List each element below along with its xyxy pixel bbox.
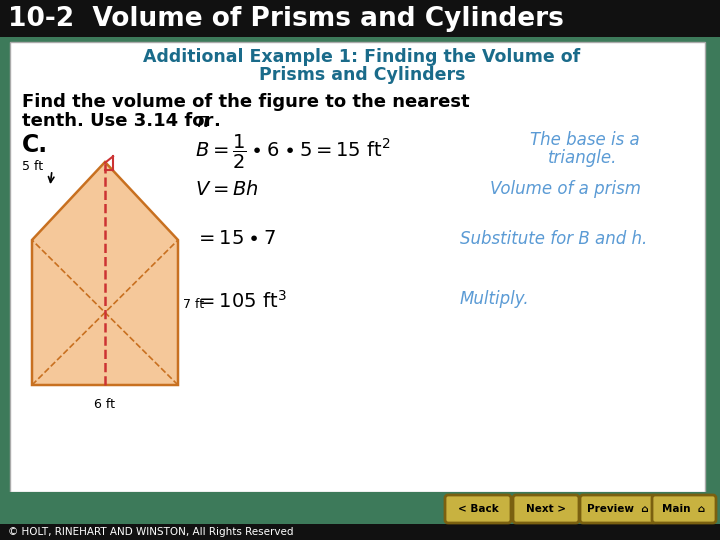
- Text: tenth. Use 3.14 for: tenth. Use 3.14 for: [22, 112, 220, 130]
- FancyBboxPatch shape: [652, 495, 716, 523]
- Text: Volume of a prism: Volume of a prism: [490, 180, 641, 198]
- Text: C.: C.: [22, 133, 48, 157]
- Text: < Back: < Back: [458, 504, 498, 514]
- Text: Preview  ⌂: Preview ⌂: [588, 504, 649, 514]
- Text: 7 ft: 7 ft: [183, 299, 204, 312]
- Text: 10-2  Volume of Prisms and Cylinders: 10-2 Volume of Prisms and Cylinders: [8, 6, 564, 32]
- Text: 5 ft: 5 ft: [22, 159, 43, 172]
- Text: triangle.: triangle.: [548, 149, 617, 167]
- Text: Multiply.: Multiply.: [460, 290, 530, 308]
- FancyBboxPatch shape: [0, 524, 720, 540]
- Text: © HOLT, RINEHART AND WINSTON, All Rights Reserved: © HOLT, RINEHART AND WINSTON, All Rights…: [8, 527, 294, 537]
- Text: $V = Bh$: $V = Bh$: [195, 180, 258, 199]
- Text: The base is a: The base is a: [530, 131, 640, 149]
- FancyBboxPatch shape: [580, 495, 656, 523]
- FancyBboxPatch shape: [513, 495, 579, 523]
- Text: 6 ft: 6 ft: [94, 398, 115, 411]
- Text: $= 15 \bullet 7$: $= 15 \bullet 7$: [195, 230, 276, 248]
- Text: Additional Example 1: Finding the Volume of: Additional Example 1: Finding the Volume…: [143, 48, 580, 66]
- Text: Next >: Next >: [526, 504, 566, 514]
- Text: Prisms and Cylinders: Prisms and Cylinders: [258, 66, 465, 84]
- Text: .: .: [213, 112, 220, 130]
- FancyBboxPatch shape: [10, 42, 705, 492]
- FancyBboxPatch shape: [0, 0, 720, 37]
- Text: Substitute for B and h.: Substitute for B and h.: [460, 230, 647, 248]
- Text: Find the volume of the figure to the nearest: Find the volume of the figure to the nea…: [22, 93, 469, 111]
- Text: $\pi$: $\pi$: [196, 112, 210, 131]
- FancyBboxPatch shape: [445, 495, 511, 523]
- Text: $B = \dfrac{1}{2} \bullet 6 \bullet 5 = 15\ \mathrm{ft}^2$: $B = \dfrac{1}{2} \bullet 6 \bullet 5 = …: [195, 133, 391, 171]
- Polygon shape: [32, 162, 178, 385]
- FancyBboxPatch shape: [0, 492, 720, 540]
- Text: Main  ⌂: Main ⌂: [662, 504, 706, 514]
- Text: $= 105\ \mathrm{ft}^3$: $= 105\ \mathrm{ft}^3$: [195, 290, 287, 312]
